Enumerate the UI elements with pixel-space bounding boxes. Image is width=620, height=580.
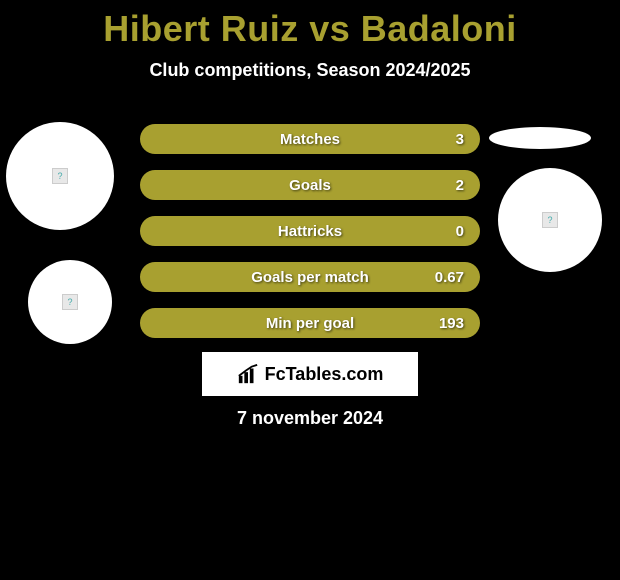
stat-value: 3: [456, 131, 464, 148]
player-circle-3: ?: [498, 168, 602, 272]
player-circle-1: ?: [6, 122, 114, 230]
placeholder-icon: ?: [52, 168, 68, 184]
stat-bar: Min per goal 193: [140, 308, 480, 338]
stat-label: Goals: [289, 177, 331, 194]
player-circle-2: ?: [28, 260, 112, 344]
stat-value: 0: [456, 223, 464, 240]
stat-value: 193: [439, 315, 464, 332]
comparison-date: 7 november 2024: [0, 408, 620, 429]
stat-bar: Matches 3: [140, 124, 480, 154]
stat-label: Min per goal: [266, 315, 354, 332]
stat-bar: Goals per match 0.67: [140, 262, 480, 292]
stat-bar: Hattricks 0: [140, 216, 480, 246]
stat-label: Goals per match: [251, 269, 369, 286]
stat-value: 0.67: [435, 269, 464, 286]
stat-label: Matches: [280, 131, 340, 148]
stat-value: 2: [456, 177, 464, 194]
placeholder-icon: ?: [542, 212, 558, 228]
decorative-ellipse: [489, 127, 591, 149]
fctables-logo[interactable]: FcTables.com: [202, 352, 418, 396]
comparison-subtitle: Club competitions, Season 2024/2025: [0, 60, 620, 81]
logo-text: FcTables.com: [265, 364, 384, 385]
stat-label: Hattricks: [278, 223, 342, 240]
stat-bar: Goals 2: [140, 170, 480, 200]
stat-bars: Matches 3 Goals 2 Hattricks 0 Goals per …: [140, 124, 480, 354]
comparison-title: Hibert Ruiz vs Badaloni: [0, 0, 620, 50]
placeholder-icon: ?: [62, 294, 78, 310]
chart-icon: [237, 363, 259, 385]
